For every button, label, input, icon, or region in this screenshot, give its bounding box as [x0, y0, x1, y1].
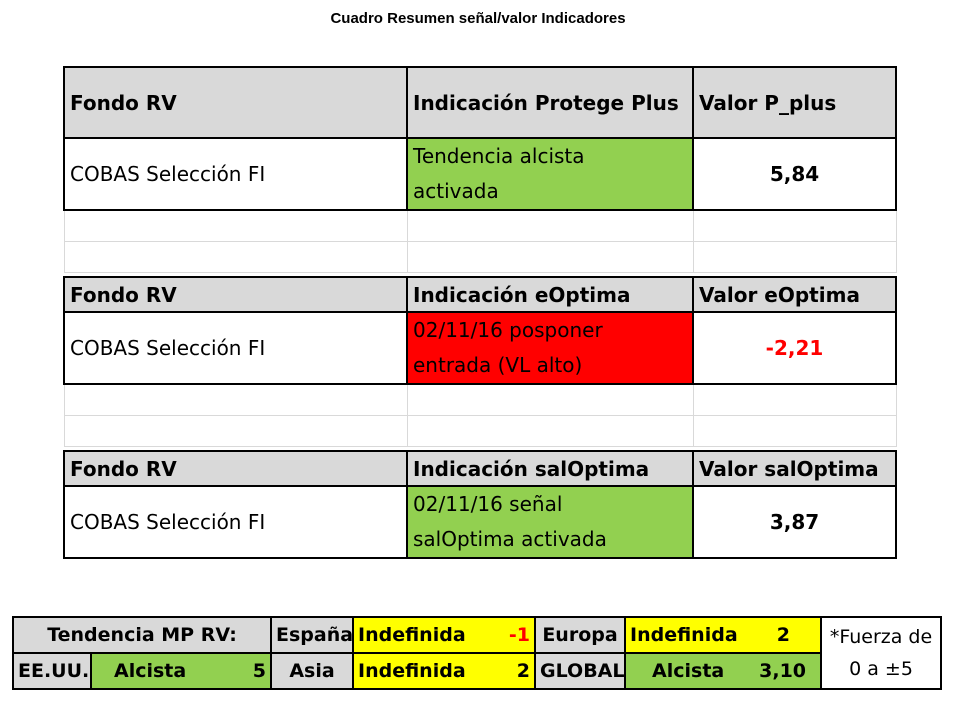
page-title: Cuadro Resumen señal/valor Indicadores — [330, 10, 626, 27]
header-row: Fondo RV Indicación salOptima Valor salO… — [63, 450, 897, 487]
region-label-usa: EE.UU. — [12, 652, 92, 690]
region-label-europe: Europa — [534, 616, 627, 654]
spacer-row — [63, 415, 897, 447]
indication-line: Tendencia alcista — [413, 144, 585, 168]
trend-score: 2 — [516, 660, 531, 682]
trend-cell-global: Alcista 3,10 — [624, 652, 823, 690]
trend-label: Alcista — [114, 660, 187, 682]
protege-plus-table: Fondo RV Indicación Protege Plus Valor P… — [63, 66, 897, 273]
trend-cell-asia: Indefinida 2 — [352, 652, 537, 690]
region-label-asia: Asia — [270, 652, 355, 690]
indication-line: activada — [413, 179, 499, 203]
note-line: 0 a ±5 — [849, 658, 913, 680]
table-row: COBAS Selección FI 02/11/16 señal salOpt… — [63, 485, 897, 559]
summary-row: Tendencia MP RV: España Indefinida -1 Eu… — [11, 616, 943, 690]
trend-cell-spain: Indefinida -1 — [352, 616, 537, 654]
column-header-value: Valor P_plus — [692, 66, 897, 139]
saloptima-table: Fondo RV Indicación salOptima Valor salO… — [63, 450, 897, 559]
trend-score: -1 — [508, 624, 531, 646]
indication-line: salOptima activada — [413, 527, 607, 551]
header-row: Fondo RV Indicación Protege Plus Valor P… — [63, 66, 897, 139]
trend-score: 3,10 — [759, 660, 807, 682]
header-row: Fondo RV Indicación eOptima Valor eOptim… — [63, 276, 897, 313]
region-label-global: GLOBAL — [534, 652, 627, 690]
indication-line: entrada (VL alto) — [413, 353, 583, 377]
region-label-spain: España — [270, 616, 355, 654]
eoptima-table: Fondo RV Indicación eOptima Valor eOptim… — [63, 276, 897, 447]
column-header-fund: Fondo RV — [63, 66, 408, 139]
trend-score: 2 — [776, 624, 791, 646]
trend-label: Alcista — [652, 660, 725, 682]
value-cell: 5,84 — [692, 137, 897, 211]
column-header-value: Valor salOptima — [692, 450, 897, 487]
table-row: COBAS Selección FI Tendencia alcista act… — [63, 137, 897, 211]
value-cell: 3,87 — [692, 485, 897, 559]
column-header-indication: Indicación eOptima — [406, 276, 694, 313]
indication-line: 02/11/16 señal — [413, 492, 563, 516]
trend-cell-usa: Alcista 5 — [89, 652, 273, 690]
summary-row: EE.UU. Alcista 5 Asia Indefinida 2 GLOBA… — [12, 652, 941, 690]
trend-label: Indefinida — [630, 624, 738, 646]
strength-note: *Fuerza de 0 a ±5 — [820, 616, 943, 690]
note-line: *Fuerza de — [829, 626, 933, 648]
spacer-row — [63, 209, 897, 242]
indication-cell: Tendencia alcista activada — [406, 137, 694, 211]
column-header-indication: Indicación salOptima — [406, 450, 694, 487]
column-header-fund: Fondo RV — [63, 450, 408, 487]
column-header-fund: Fondo RV — [63, 276, 408, 313]
value-cell: -2,21 — [692, 311, 897, 385]
column-header-indication: Indicación Protege Plus — [406, 66, 694, 139]
fund-name-cell: COBAS Selección FI — [63, 485, 408, 559]
indication-line: 02/11/16 posponer — [413, 318, 603, 342]
trend-summary-table: Tendencia MP RV: España Indefinida -1 Eu… — [11, 616, 943, 690]
trend-label: Indefinida — [358, 624, 466, 646]
trend-cell-europe: Indefinida 2 — [624, 616, 823, 654]
spacer-row — [63, 383, 897, 416]
table-row: COBAS Selección FI 02/11/16 posponer ent… — [63, 311, 897, 385]
trend-score: 5 — [252, 660, 267, 682]
indication-cell: 02/11/16 señal salOptima activada — [406, 485, 694, 559]
indication-cell: 02/11/16 posponer entrada (VL alto) — [406, 311, 694, 385]
fund-name-cell: COBAS Selección FI — [63, 137, 408, 211]
column-header-value: Valor eOptima — [692, 276, 897, 313]
summary-title: Tendencia MP RV: — [11, 616, 273, 654]
trend-label: Indefinida — [358, 660, 466, 682]
fund-name-cell: COBAS Selección FI — [63, 311, 408, 385]
spacer-row — [63, 241, 897, 273]
